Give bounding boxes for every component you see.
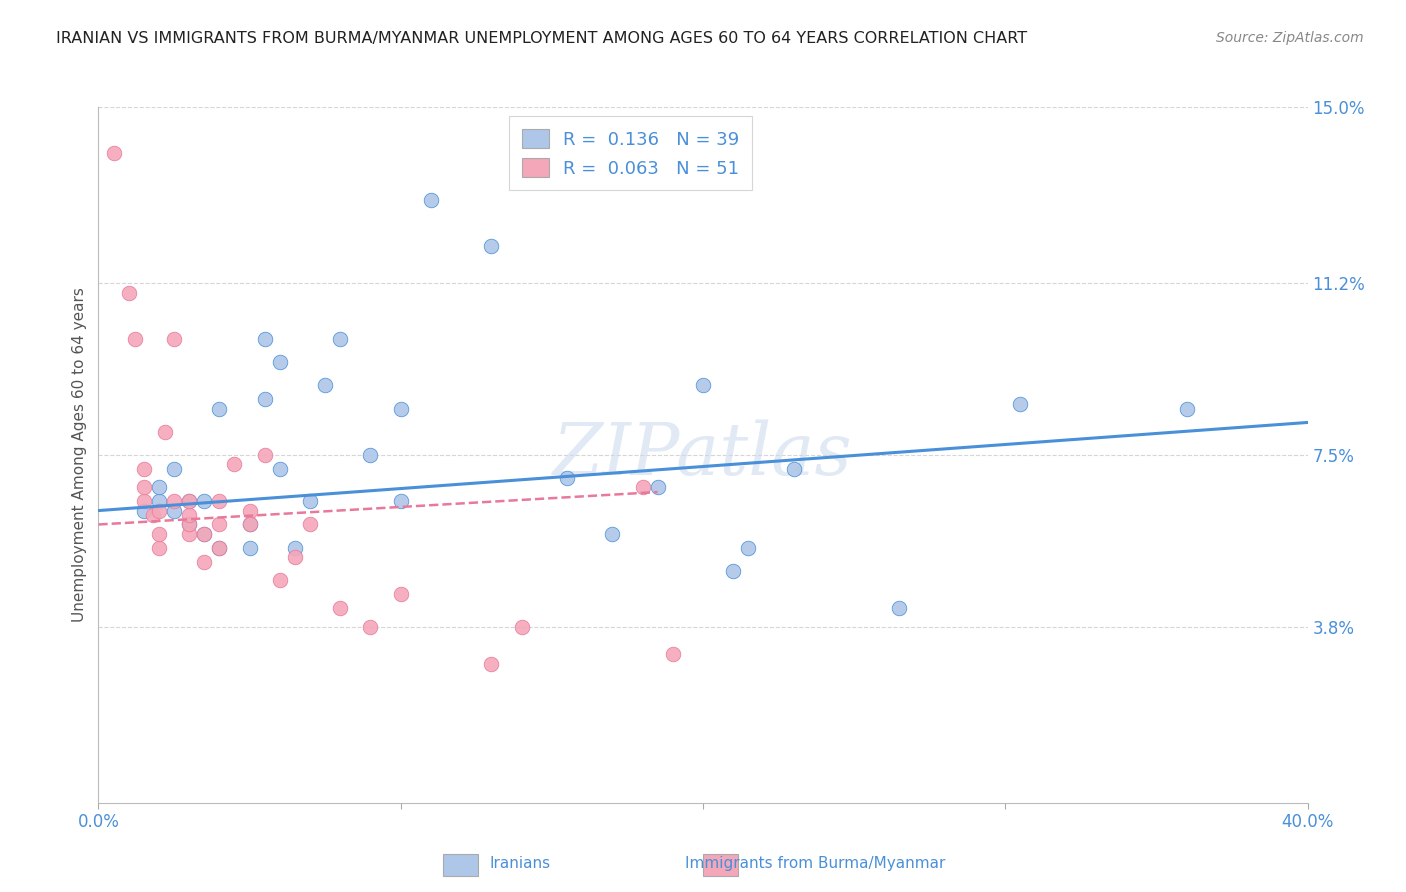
Text: Iranians: Iranians [489, 856, 551, 871]
Point [224, 457, 246, 471]
Point [153, 425, 176, 439]
Y-axis label: Unemployment Among Ages 60 to 64 years: Unemployment Among Ages 60 to 64 years [72, 287, 87, 623]
Point [299, 494, 322, 508]
Point [193, 526, 215, 541]
Point [389, 587, 412, 601]
Point [208, 494, 231, 508]
Point [193, 526, 215, 541]
Point [239, 517, 262, 532]
Point [142, 508, 165, 523]
Point [179, 526, 201, 541]
Point [329, 601, 352, 615]
Point [647, 480, 669, 494]
Point [284, 541, 307, 555]
Point [103, 146, 125, 161]
Point [163, 462, 186, 476]
Point [148, 526, 170, 541]
Point [420, 193, 443, 207]
Point [163, 332, 186, 346]
Point [124, 332, 146, 346]
Point [510, 619, 533, 633]
Point [783, 462, 806, 476]
Point [179, 494, 201, 508]
Point [692, 378, 714, 392]
Point [208, 541, 231, 555]
Point [179, 494, 201, 508]
Point [132, 494, 155, 508]
Text: IRANIAN VS IMMIGRANTS FROM BURMA/MYANMAR UNEMPLOYMENT AMONG AGES 60 TO 64 YEARS : IRANIAN VS IMMIGRANTS FROM BURMA/MYANMAR… [56, 31, 1028, 46]
Point [1175, 401, 1198, 416]
Point [389, 401, 412, 416]
Point [555, 471, 578, 485]
Point [360, 448, 382, 462]
Point [179, 508, 201, 523]
Point [737, 541, 759, 555]
Point [239, 503, 262, 517]
Point [360, 619, 382, 633]
Point [269, 355, 291, 369]
Point [889, 601, 911, 615]
Point [179, 517, 201, 532]
Point [148, 503, 170, 517]
Point [1010, 397, 1032, 411]
Point [132, 503, 155, 517]
Point [208, 517, 231, 532]
Point [269, 573, 291, 587]
Point [314, 378, 336, 392]
Point [389, 494, 412, 508]
Point [299, 517, 322, 532]
Point [269, 462, 291, 476]
Legend: R =  0.136   N = 39, R =  0.063   N = 51: R = 0.136 N = 39, R = 0.063 N = 51 [509, 116, 752, 190]
Point [163, 494, 186, 508]
Text: Immigrants from Burma/Myanmar: Immigrants from Burma/Myanmar [685, 856, 946, 871]
Point [284, 549, 307, 564]
Point [148, 494, 170, 508]
Point [481, 239, 503, 253]
Point [193, 494, 215, 508]
Point [208, 401, 231, 416]
Point [208, 541, 231, 555]
Point [329, 332, 352, 346]
Point [132, 480, 155, 494]
Point [163, 503, 186, 517]
Point [118, 285, 141, 300]
Point [602, 526, 624, 541]
Point [253, 332, 276, 346]
Point [631, 480, 654, 494]
Point [253, 392, 276, 407]
Point [148, 480, 170, 494]
Point [239, 517, 262, 532]
Point [193, 555, 215, 569]
Point [148, 541, 170, 555]
Point [239, 541, 262, 555]
Point [132, 462, 155, 476]
Point [481, 657, 503, 671]
Text: ZIPatlas: ZIPatlas [553, 419, 853, 491]
Point [662, 648, 685, 662]
Point [253, 448, 276, 462]
Point [179, 517, 201, 532]
Text: Source: ZipAtlas.com: Source: ZipAtlas.com [1216, 31, 1364, 45]
Point [723, 564, 745, 578]
